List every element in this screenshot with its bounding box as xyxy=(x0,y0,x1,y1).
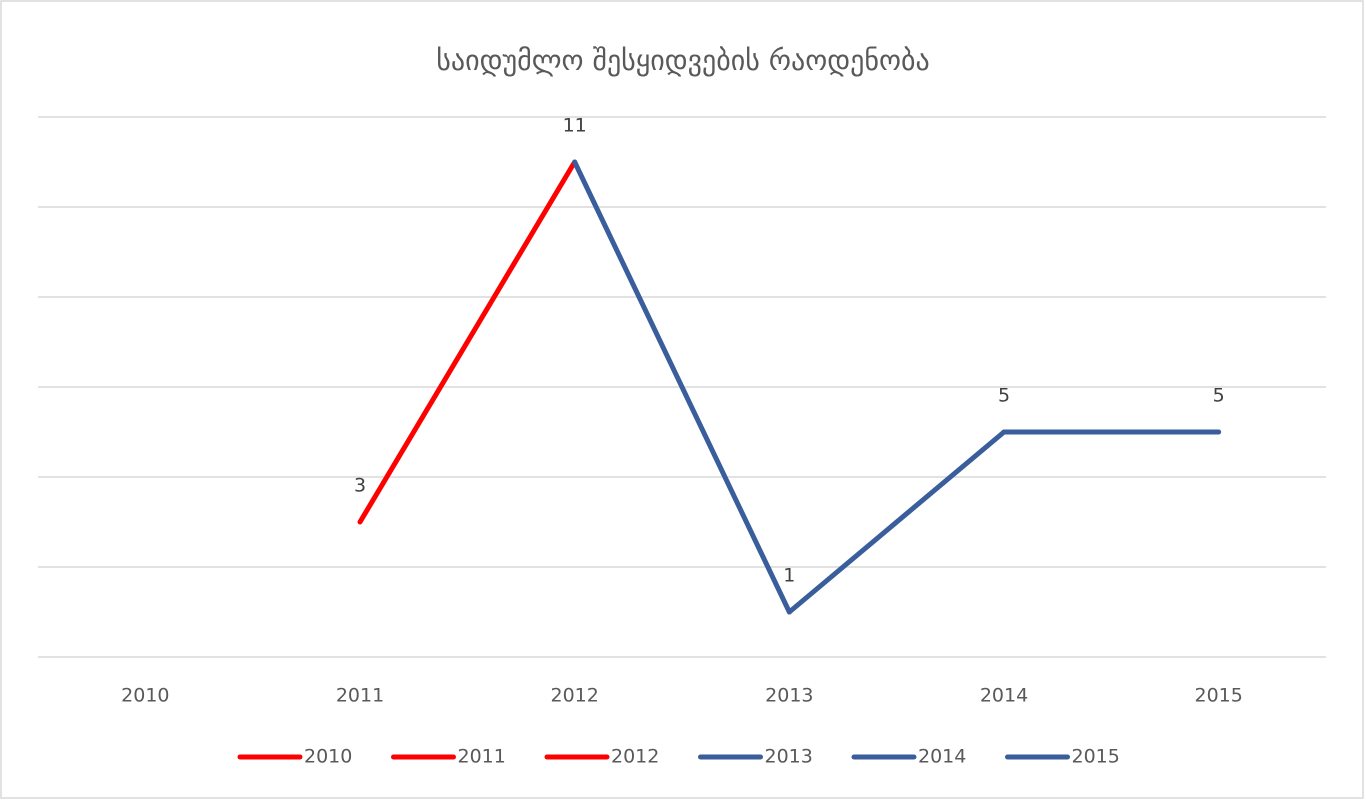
data-label: 1 xyxy=(783,565,795,587)
line-segment xyxy=(357,159,578,525)
x-tick-label: 2012 xyxy=(550,685,598,707)
line-segment xyxy=(572,159,792,615)
legend-label: 2014 xyxy=(918,746,966,768)
legend-label: 2013 xyxy=(765,746,813,768)
data-label: 3 xyxy=(354,475,366,497)
legend-label: 2010 xyxy=(304,746,352,768)
data-label: 5 xyxy=(1213,385,1225,407)
x-tick-label: 2010 xyxy=(121,685,169,707)
legend-label: 2012 xyxy=(611,746,659,768)
x-tick-label: 2014 xyxy=(980,685,1028,707)
legend-label: 2015 xyxy=(1072,746,1120,768)
line-segment xyxy=(786,429,1007,615)
x-tick-label: 2013 xyxy=(765,685,813,707)
data-label: 5 xyxy=(998,385,1010,407)
chart-title: საიდუმლო შესყიდვების რაოდენობა xyxy=(436,44,930,77)
x-tick-label: 2011 xyxy=(336,685,384,707)
x-tick-label: 2015 xyxy=(1194,685,1242,707)
legend-label: 2011 xyxy=(458,746,506,768)
data-label: 11 xyxy=(563,115,587,137)
